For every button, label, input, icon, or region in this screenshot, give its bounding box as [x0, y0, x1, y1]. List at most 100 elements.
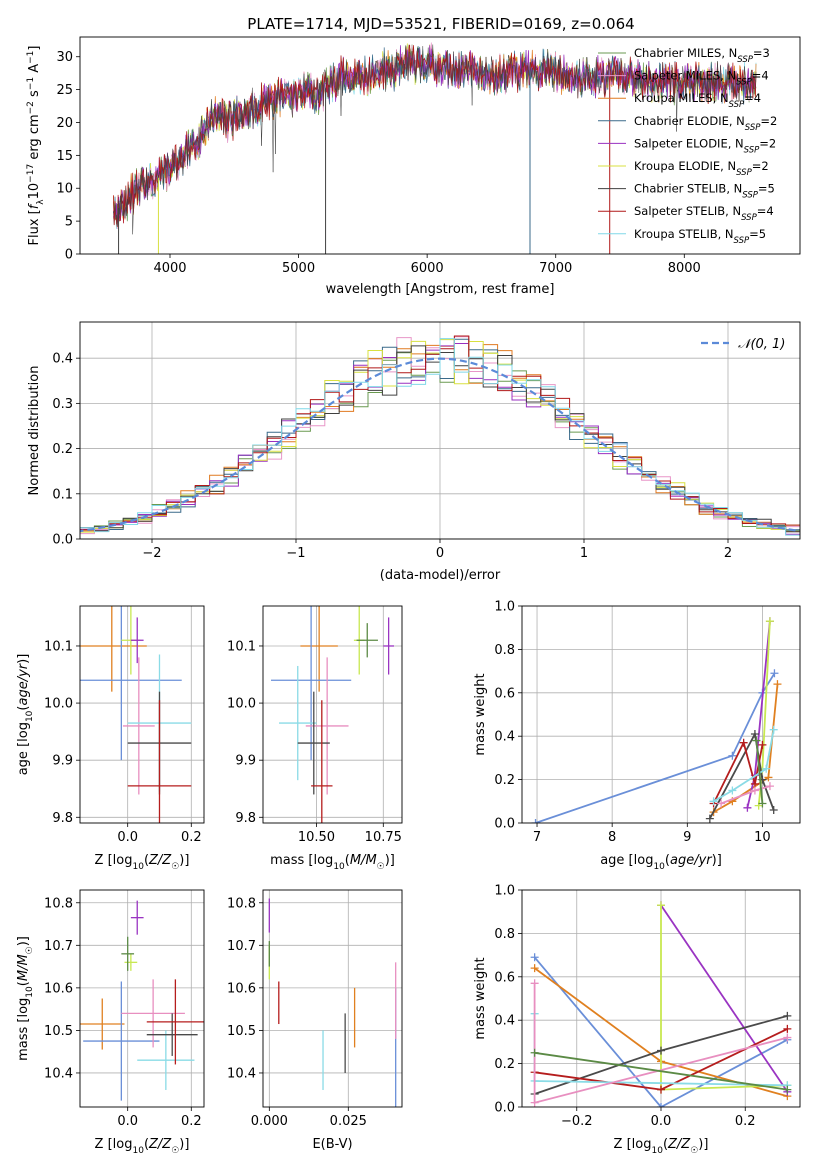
label-part: Z/Z	[148, 853, 172, 868]
label-part: (	[345, 853, 350, 868]
x-tick-label: 0.0	[117, 1114, 138, 1129]
error-bar-point	[80, 606, 182, 761]
legend-tail: =5	[749, 227, 766, 241]
legend-tail: =3	[753, 46, 770, 60]
x-axis-label: age [log10(age/yr)]	[600, 853, 722, 872]
y-axis-label: Flux [fλ10−17 erg cm−2 s−1 A−1]	[26, 46, 46, 246]
label-part: 10	[25, 710, 35, 722]
legend-tail: =4	[744, 91, 761, 105]
error-bar-point	[311, 700, 333, 823]
error-bar-point	[124, 953, 138, 971]
label-part: (	[663, 1137, 668, 1152]
panel-residuals: −2 −1 0 1 2 0.0 0.1 0.2 0.3 0.4 𝒩(0, 1) (data-model…	[27, 321, 801, 583]
error-bar-point	[271, 606, 352, 761]
weight-line	[534, 1051, 788, 1091]
label-part: s	[27, 90, 42, 101]
label-part: Flux [	[27, 209, 42, 245]
label-part: (	[144, 1137, 149, 1152]
label-part: )]	[179, 1137, 189, 1152]
error-bar-point	[121, 936, 135, 971]
weight-marker	[765, 617, 774, 626]
x-axis-label: Z [log10(Z/Z☉)]	[614, 1137, 709, 1156]
legend-text: Kroupa ELODIE, N	[634, 159, 736, 173]
label-part: age [log	[16, 722, 31, 775]
weight-marker	[709, 797, 718, 806]
error-bar-point	[146, 1013, 198, 1056]
y-tick-label: 10.5	[44, 1024, 73, 1039]
legend-sub: SSP	[742, 191, 758, 201]
label-part: M/M	[16, 954, 31, 981]
x-tick-label: −1	[286, 546, 305, 561]
weight-marker	[765, 782, 774, 791]
y-tick-label: 1.0	[494, 600, 515, 615]
label-part: Z [log	[95, 853, 133, 868]
label-part: erg cm	[27, 114, 42, 163]
y-tick-label: 0.2	[494, 773, 515, 788]
y-axis-label: age [log10(age/yr)]	[16, 654, 35, 776]
x-tick-label: 4000	[153, 261, 186, 276]
label-part: −17	[26, 164, 36, 183]
axes-frame	[79, 321, 801, 540]
x-tick-label: 0.0	[651, 1114, 672, 1129]
y-tick-label: 9.9	[52, 754, 73, 769]
weight-marker	[739, 738, 748, 747]
y-tick-label: 0.6	[494, 970, 515, 985]
weight-marker	[657, 1046, 665, 1055]
label-part: 10	[333, 862, 345, 872]
weight-marker	[657, 1085, 665, 1094]
weight-marker	[758, 799, 767, 808]
legend-sub: SSP	[729, 100, 745, 110]
error-bar-point	[356, 623, 378, 658]
label-part: Z [log	[614, 1137, 652, 1152]
weight-marker	[530, 953, 539, 962]
x-axis-label: Z [log10(Z/Z☉)]	[95, 1137, 190, 1156]
weight-marker	[783, 1033, 792, 1042]
spectrum-line	[113, 44, 757, 228]
x-tick-label: 0.0	[117, 830, 138, 845]
label-part: )]	[179, 853, 189, 868]
weight-line	[660, 904, 789, 1093]
label-part: (	[665, 853, 670, 868]
error-bar-point	[80, 606, 147, 692]
y-tick-label: 10.1	[44, 639, 73, 654]
x-tick-label: 1	[580, 546, 588, 561]
y-tick-label: 0.0	[494, 1101, 515, 1116]
panel-weight-vs-Z: −0.2 0.0 0.2 0.0 0.2 0.4 0.6 0.8 1.0 Z [log10(Z/Z…	[473, 884, 801, 1156]
label-part: Z/Z	[148, 1137, 172, 1152]
x-tick-label: 9	[683, 830, 691, 845]
weight-line	[755, 740, 764, 804]
label-part: )]	[16, 936, 31, 946]
x-axis-label: wavelength [Angstrom, rest frame]	[326, 282, 555, 297]
legend-text: Salpeter MILES, N	[634, 69, 736, 83]
x-tick-label: 0.2	[181, 830, 202, 845]
label-part: (	[144, 853, 149, 868]
y-tick-label: 0.4	[494, 730, 515, 745]
error-bar-point	[80, 998, 125, 1050]
weight-marker	[773, 680, 782, 689]
panel-age-vs-Z: 0.0 0.29.89.910.010.1Z [log10(Z/Z☉)]age […	[16, 605, 205, 872]
x-tick-label: 0.2	[181, 1114, 202, 1129]
plot-area	[522, 606, 800, 823]
legend-label: Salpeter ELODIE, NSSP=2	[634, 136, 776, 155]
weight-marker	[743, 803, 752, 812]
y-tick-label: 0.6	[494, 686, 515, 701]
label-part: ☉	[171, 1146, 179, 1156]
weight-marker	[750, 730, 759, 739]
weight-marker	[758, 740, 767, 749]
label-part: Z [log	[95, 1137, 133, 1152]
x-tick-label: 0.000	[251, 1114, 288, 1129]
x-axis-label: Z [log10(Z/Z☉)]	[95, 853, 190, 872]
y-tick-label: 10.7	[44, 939, 73, 954]
y-tick-label: 10.4	[227, 1066, 256, 1081]
panel-spectrum: 4000 5000 6000 7000 8000 0 5 10 15 20 25 30 waveleng…	[26, 36, 801, 297]
weight-marker	[783, 1085, 792, 1094]
x-tick-label: −0.2	[561, 1114, 593, 1129]
legend-label: Chabrier MILES, NSSP=3	[634, 46, 770, 65]
label-part: age/yr	[16, 662, 31, 705]
label-part: (	[16, 706, 31, 711]
weight-marker	[752, 736, 761, 745]
legend-tail: =2	[752, 159, 769, 173]
error-bar-point	[130, 617, 144, 664]
label-part: age/yr	[670, 853, 713, 868]
